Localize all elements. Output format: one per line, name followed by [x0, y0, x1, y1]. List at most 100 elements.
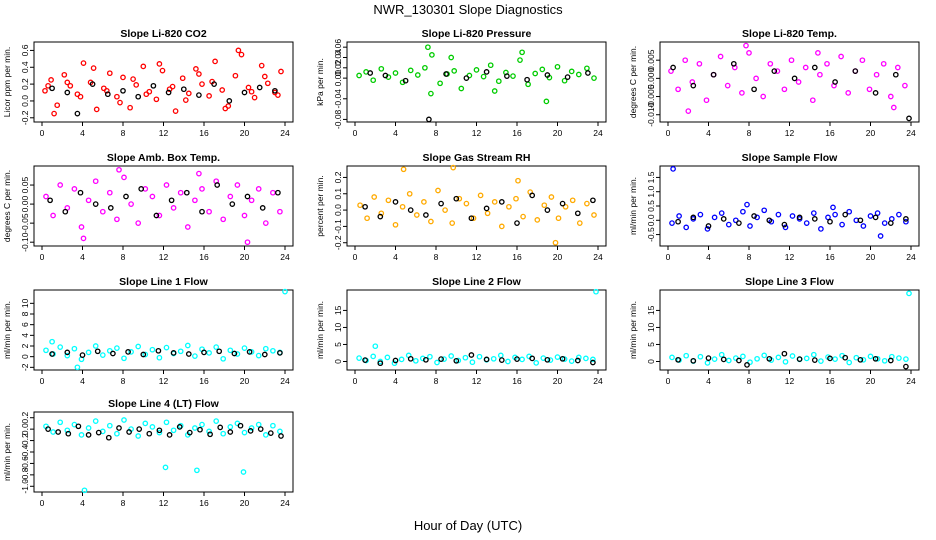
data-point — [676, 213, 682, 219]
y-tick-label: 5 — [333, 342, 343, 347]
data-point — [669, 354, 675, 361]
data-point — [896, 211, 902, 218]
data-point — [547, 357, 554, 363]
data-point — [259, 205, 266, 211]
data-point — [114, 216, 120, 223]
data-point — [258, 62, 265, 69]
data-point — [498, 199, 505, 205]
figure-title: NWR_130301 Slope Diagnostics — [373, 2, 563, 17]
x-tick-label: 12 — [472, 128, 482, 138]
data-point — [177, 189, 184, 196]
data-point — [463, 200, 470, 207]
data-point — [94, 348, 101, 355]
data-point — [93, 106, 100, 113]
data-point — [584, 200, 590, 207]
data-point — [251, 94, 258, 101]
data-point — [468, 215, 475, 222]
data-point — [114, 345, 120, 351]
data-point — [177, 348, 184, 355]
data-point — [206, 428, 212, 435]
series-2 — [670, 60, 912, 122]
data-point — [121, 417, 127, 423]
data-point — [77, 93, 84, 100]
data-point — [196, 92, 202, 98]
data-point — [213, 344, 220, 350]
data-point — [739, 90, 745, 96]
data-point — [163, 344, 170, 351]
data-point — [903, 356, 909, 362]
data-point — [520, 213, 526, 220]
data-point — [894, 64, 901, 71]
data-point — [382, 72, 389, 79]
data-point — [453, 357, 460, 364]
data-point — [61, 71, 68, 78]
data-point — [407, 67, 414, 74]
data-point — [99, 352, 106, 358]
x-tick-label: 8 — [121, 376, 126, 386]
data-point — [163, 419, 170, 426]
data-point — [220, 430, 227, 437]
data-point — [711, 214, 718, 221]
data-point — [185, 90, 192, 97]
data-point — [468, 352, 475, 358]
x-tick-label: 0 — [353, 252, 358, 262]
y-axis-label: ml/min per min. — [628, 301, 638, 359]
data-point — [172, 108, 179, 114]
x-tick-label: 0 — [40, 498, 45, 508]
data-point — [732, 217, 739, 224]
x-tick-label: 12 — [159, 376, 169, 386]
data-point — [670, 64, 676, 71]
data-point — [213, 418, 220, 424]
data-point — [548, 194, 555, 200]
data-point — [212, 58, 218, 65]
data-point — [127, 104, 133, 111]
y-tick-label: 4 — [20, 333, 30, 338]
data-point — [533, 360, 540, 366]
data-point — [193, 66, 199, 72]
data-point — [182, 97, 189, 103]
data-point — [199, 421, 205, 428]
y-tick-label: 6 — [20, 322, 30, 327]
x-tick-label: 20 — [866, 128, 876, 138]
data-point — [751, 86, 757, 93]
data-point — [412, 357, 419, 364]
data-point — [697, 211, 704, 218]
data-point — [682, 57, 689, 64]
data-point — [818, 358, 824, 364]
data-point — [846, 208, 853, 215]
data-point — [240, 469, 247, 475]
data-point — [92, 178, 99, 185]
x-tick-label: 16 — [199, 252, 209, 262]
x-tick-label: 4 — [706, 376, 711, 386]
data-point — [128, 201, 134, 207]
data-point — [867, 213, 874, 219]
data-point — [57, 344, 64, 350]
data-point — [751, 213, 757, 219]
data-point — [414, 72, 421, 78]
data-point — [407, 207, 414, 213]
data-point — [116, 166, 122, 173]
data-point — [106, 422, 113, 429]
data-point — [730, 60, 737, 67]
data-point — [497, 352, 504, 359]
data-point — [720, 216, 727, 222]
y-tick-label: -1.0 — [20, 479, 30, 494]
data-point — [782, 224, 789, 231]
data-point — [199, 186, 205, 192]
panel-title: Slope Line 1 Flow — [119, 276, 209, 288]
data-point — [255, 352, 262, 359]
data-point — [248, 197, 255, 204]
data-point — [803, 355, 810, 362]
data-point — [887, 220, 894, 226]
y-tick-label: -0.10 — [20, 232, 30, 252]
data-point — [391, 360, 398, 367]
data-point — [85, 349, 92, 356]
data-point — [257, 426, 264, 432]
data-point — [135, 433, 142, 439]
data-point — [64, 349, 71, 356]
data-point — [543, 98, 550, 105]
series-1 — [669, 290, 912, 366]
data-point — [227, 347, 234, 354]
data-point — [590, 359, 596, 366]
